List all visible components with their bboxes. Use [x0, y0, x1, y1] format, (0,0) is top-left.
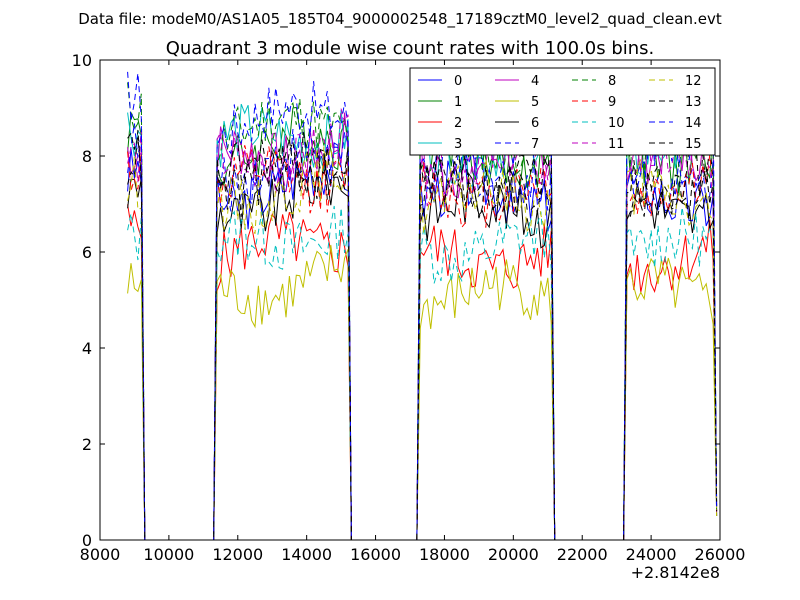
legend-label-13: 13: [685, 95, 702, 110]
legend-label-5: 5: [531, 95, 539, 110]
legend-box: [409, 67, 716, 156]
series-line-9: [127, 145, 718, 540]
legend-label-1: 1: [454, 95, 462, 110]
legend-label-9: 9: [608, 95, 616, 110]
series-line-13: [127, 129, 718, 540]
x-tick-label: 14000: [281, 545, 332, 564]
figure-suptitle: Data file: modeM0/AS1A05_185T04_90000025…: [78, 10, 722, 29]
legend-label-14: 14: [685, 116, 702, 131]
y-tick-label: 10: [72, 51, 92, 70]
legend-label-4: 4: [531, 74, 539, 89]
x-offset-label: +2.8142e8: [631, 563, 720, 582]
x-tick-label: 20000: [488, 545, 539, 564]
y-tick-label: 6: [82, 243, 92, 262]
legend-label-3: 3: [454, 137, 462, 152]
series-line-0: [127, 142, 718, 540]
x-tick-label: 16000: [350, 545, 401, 564]
series-line-11: [127, 108, 718, 540]
x-tick-label: 12000: [212, 545, 263, 564]
series-line-12: [127, 143, 718, 540]
chart-title: Quadrant 3 module wise count rates with …: [166, 38, 655, 59]
series-line-6: [127, 153, 718, 540]
series-line-5: [127, 244, 718, 540]
legend-label-6: 6: [531, 116, 539, 131]
legend-label-15: 15: [685, 137, 702, 152]
y-tick-label: 2: [82, 435, 92, 454]
y-tick-label: 4: [82, 339, 92, 358]
legend-label-0: 0: [454, 74, 462, 89]
x-tick-label: 24000: [626, 545, 677, 564]
legend-label-12: 12: [685, 74, 702, 89]
x-tick-label: 22000: [557, 545, 608, 564]
y-tick-label: 8: [82, 147, 92, 166]
legend-label-8: 8: [608, 74, 616, 89]
y-tick-label: 0: [82, 531, 92, 550]
x-tick-label: 18000: [419, 545, 470, 564]
series-line-2: [127, 204, 718, 540]
series-line-1: [127, 106, 718, 540]
legend-label-11: 11: [608, 137, 625, 152]
legend-label-7: 7: [531, 137, 539, 152]
plot-frame: [99, 59, 721, 541]
series-line-4: [127, 112, 718, 540]
x-tick-label: 10000: [143, 545, 194, 564]
x-tick-label: 26000: [695, 545, 746, 564]
x-axis: 8000 10000 12000 14000 16000 18000 20000 22000 2…: [80, 60, 746, 564]
legend-label-10: 10: [608, 116, 625, 131]
series-line-10: [127, 205, 718, 540]
x-tick-label: 8000: [80, 545, 121, 564]
legend-label-2: 2: [454, 116, 462, 131]
